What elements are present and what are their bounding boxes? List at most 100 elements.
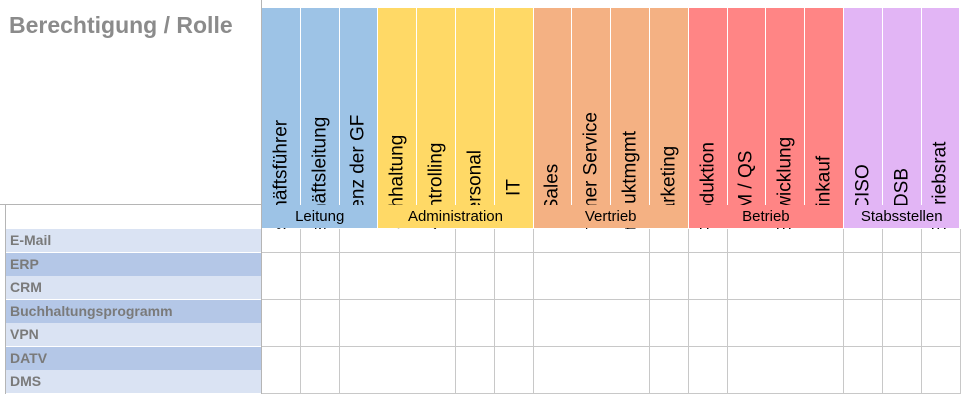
permission-cell[interactable] — [766, 323, 806, 347]
permission-cell[interactable] — [339, 323, 379, 347]
permission-cell[interactable] — [611, 252, 651, 277]
permission-cell[interactable] — [611, 276, 651, 300]
permission-cell[interactable] — [456, 229, 496, 253]
permission-cell[interactable] — [882, 252, 923, 277]
permission-cell[interactable] — [417, 252, 457, 277]
permission-cell[interactable] — [805, 252, 845, 277]
permission-cell[interactable] — [921, 346, 961, 371]
permission-cell[interactable] — [650, 252, 690, 277]
permission-cell[interactable] — [921, 370, 961, 394]
permission-cell[interactable] — [300, 323, 341, 347]
permission-cell[interactable] — [921, 229, 961, 253]
permission-cell[interactable] — [378, 276, 418, 300]
permission-cell[interactable] — [339, 229, 379, 253]
permission-cell[interactable] — [456, 299, 496, 324]
permission-cell[interactable] — [378, 370, 418, 394]
permission-cell[interactable] — [766, 370, 806, 394]
permission-cell[interactable] — [844, 299, 884, 324]
permission-cell[interactable] — [262, 299, 302, 324]
permission-cell[interactable] — [805, 276, 845, 300]
permission-cell[interactable] — [727, 252, 767, 277]
permission-cell[interactable] — [300, 299, 341, 324]
permission-cell[interactable] — [417, 299, 457, 324]
permission-cell[interactable] — [572, 346, 612, 371]
permission-cell[interactable] — [882, 370, 923, 394]
permission-cell[interactable] — [921, 276, 961, 300]
permission-cell[interactable] — [572, 370, 612, 394]
permission-cell[interactable] — [688, 252, 729, 277]
permission-cell[interactable] — [650, 299, 690, 324]
permission-cell[interactable] — [533, 346, 573, 371]
permission-cell[interactable] — [339, 370, 379, 394]
permission-cell[interactable] — [650, 276, 690, 300]
permission-cell[interactable] — [533, 276, 573, 300]
permission-cell[interactable] — [688, 299, 729, 324]
permission-cell[interactable] — [688, 229, 729, 253]
permission-cell[interactable] — [572, 276, 612, 300]
permission-cell[interactable] — [727, 370, 767, 394]
permission-cell[interactable] — [844, 346, 884, 371]
permission-cell[interactable] — [494, 346, 535, 371]
permission-cell[interactable] — [339, 252, 379, 277]
permission-cell[interactable] — [688, 276, 729, 300]
permission-cell[interactable] — [533, 299, 573, 324]
permission-cell[interactable] — [805, 346, 845, 371]
permission-cell[interactable] — [494, 323, 535, 347]
permission-cell[interactable] — [572, 299, 612, 324]
permission-cell[interactable] — [572, 229, 612, 253]
permission-cell[interactable] — [766, 252, 806, 277]
permission-cell[interactable] — [300, 276, 341, 300]
permission-cell[interactable] — [300, 346, 341, 371]
permission-cell[interactable] — [805, 299, 845, 324]
permission-cell[interactable] — [262, 229, 302, 253]
permission-cell[interactable] — [882, 276, 923, 300]
permission-cell[interactable] — [378, 323, 418, 347]
permission-cell[interactable] — [300, 229, 341, 253]
permission-cell[interactable] — [417, 276, 457, 300]
permission-cell[interactable] — [494, 276, 535, 300]
permission-cell[interactable] — [417, 229, 457, 253]
permission-cell[interactable] — [611, 299, 651, 324]
permission-cell[interactable] — [805, 370, 845, 394]
permission-cell[interactable] — [727, 299, 767, 324]
permission-cell[interactable] — [882, 346, 923, 371]
permission-cell[interactable] — [378, 229, 418, 253]
permission-cell[interactable] — [921, 323, 961, 347]
permission-cell[interactable] — [417, 323, 457, 347]
permission-cell[interactable] — [572, 323, 612, 347]
permission-cell[interactable] — [844, 370, 884, 394]
permission-cell[interactable] — [262, 370, 302, 394]
permission-cell[interactable] — [611, 229, 651, 253]
permission-cell[interactable] — [533, 229, 573, 253]
permission-cell[interactable] — [456, 346, 496, 371]
permission-cell[interactable] — [844, 252, 884, 277]
permission-cell[interactable] — [611, 323, 651, 347]
permission-cell[interactable] — [650, 323, 690, 347]
permission-cell[interactable] — [339, 346, 379, 371]
permission-cell[interactable] — [494, 299, 535, 324]
permission-cell[interactable] — [262, 346, 302, 371]
permission-cell[interactable] — [727, 346, 767, 371]
permission-cell[interactable] — [766, 299, 806, 324]
permission-cell[interactable] — [300, 370, 341, 394]
permission-cell[interactable] — [882, 299, 923, 324]
permission-cell[interactable] — [650, 370, 690, 394]
permission-cell[interactable] — [533, 323, 573, 347]
permission-cell[interactable] — [727, 323, 767, 347]
permission-cell[interactable] — [262, 276, 302, 300]
permission-cell[interactable] — [766, 346, 806, 371]
permission-cell[interactable] — [339, 299, 379, 324]
permission-cell[interactable] — [805, 229, 845, 253]
permission-cell[interactable] — [650, 229, 690, 253]
permission-cell[interactable] — [494, 229, 535, 253]
permission-cell[interactable] — [882, 229, 923, 253]
permission-cell[interactable] — [844, 323, 884, 347]
permission-cell[interactable] — [456, 252, 496, 277]
permission-cell[interactable] — [921, 252, 961, 277]
permission-cell[interactable] — [494, 252, 535, 277]
permission-cell[interactable] — [766, 276, 806, 300]
permission-cell[interactable] — [494, 370, 535, 394]
permission-cell[interactable] — [688, 323, 729, 347]
permission-cell[interactable] — [611, 370, 651, 394]
permission-cell[interactable] — [844, 276, 884, 300]
